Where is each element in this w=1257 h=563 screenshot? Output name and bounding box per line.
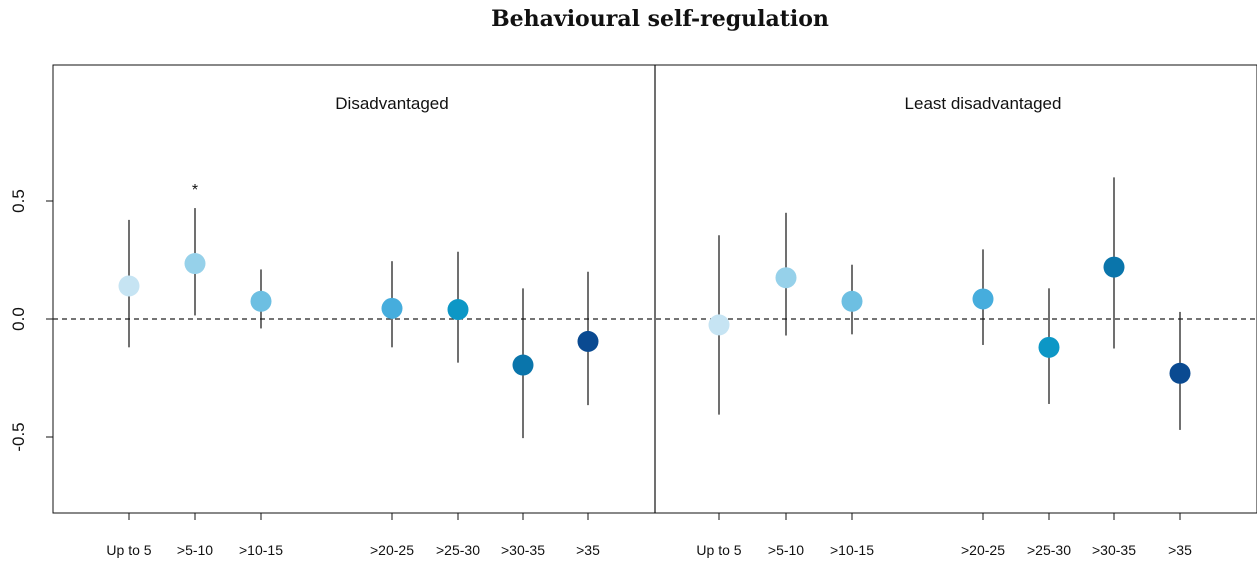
x-tick-label: >10-15 — [239, 542, 283, 558]
x-tick-label: Up to 5 — [106, 542, 151, 558]
estimate-point — [775, 267, 797, 289]
x-tick-label: >30-35 — [1092, 542, 1136, 558]
plot-area: -0.5 0.0 0.5 Up to 5 >5-10 * >10-15 >20-25 >25-3… — [9, 64, 1257, 558]
estimate-point — [512, 354, 534, 376]
x-tick-label: >10-15 — [830, 542, 874, 558]
estimate-point — [381, 297, 403, 319]
x-tick-label: >5-10 — [177, 542, 213, 558]
significance-marker: * — [192, 182, 198, 199]
x-tick-label: >5-10 — [768, 542, 804, 558]
estimate-point — [708, 314, 730, 336]
x-tick-label: >20-25 — [961, 542, 1005, 558]
x-tick-label: >20-25 — [370, 542, 414, 558]
estimate-point — [841, 290, 863, 312]
x-tick-label: >25-30 — [1027, 542, 1071, 558]
estimate-point — [118, 275, 140, 297]
panel-label-disadvantaged: Disadvantaged — [335, 94, 448, 113]
estimate-point — [577, 330, 599, 352]
y-tick-label: 0.0 — [9, 307, 28, 331]
estimate-point — [1103, 256, 1125, 278]
x-tick-label: >30-35 — [501, 542, 545, 558]
y-tick-label: -0.5 — [9, 422, 28, 451]
x-tick-label: >35 — [1168, 542, 1192, 558]
x-tick-label: Up to 5 — [696, 542, 741, 558]
estimate-point — [250, 290, 272, 312]
estimate-point — [972, 288, 994, 310]
x-tick-label: >35 — [576, 542, 600, 558]
chart-title: Behavioural self-regulation — [491, 6, 829, 32]
estimate-point — [184, 253, 206, 275]
estimate-point — [447, 299, 469, 321]
estimate-point — [1169, 362, 1191, 384]
y-tick-label: 0.5 — [9, 189, 28, 213]
panel-label-least-disadvantaged: Least disadvantaged — [905, 94, 1062, 113]
estimate-point — [1038, 336, 1060, 358]
x-tick-label: >25-30 — [436, 542, 480, 558]
